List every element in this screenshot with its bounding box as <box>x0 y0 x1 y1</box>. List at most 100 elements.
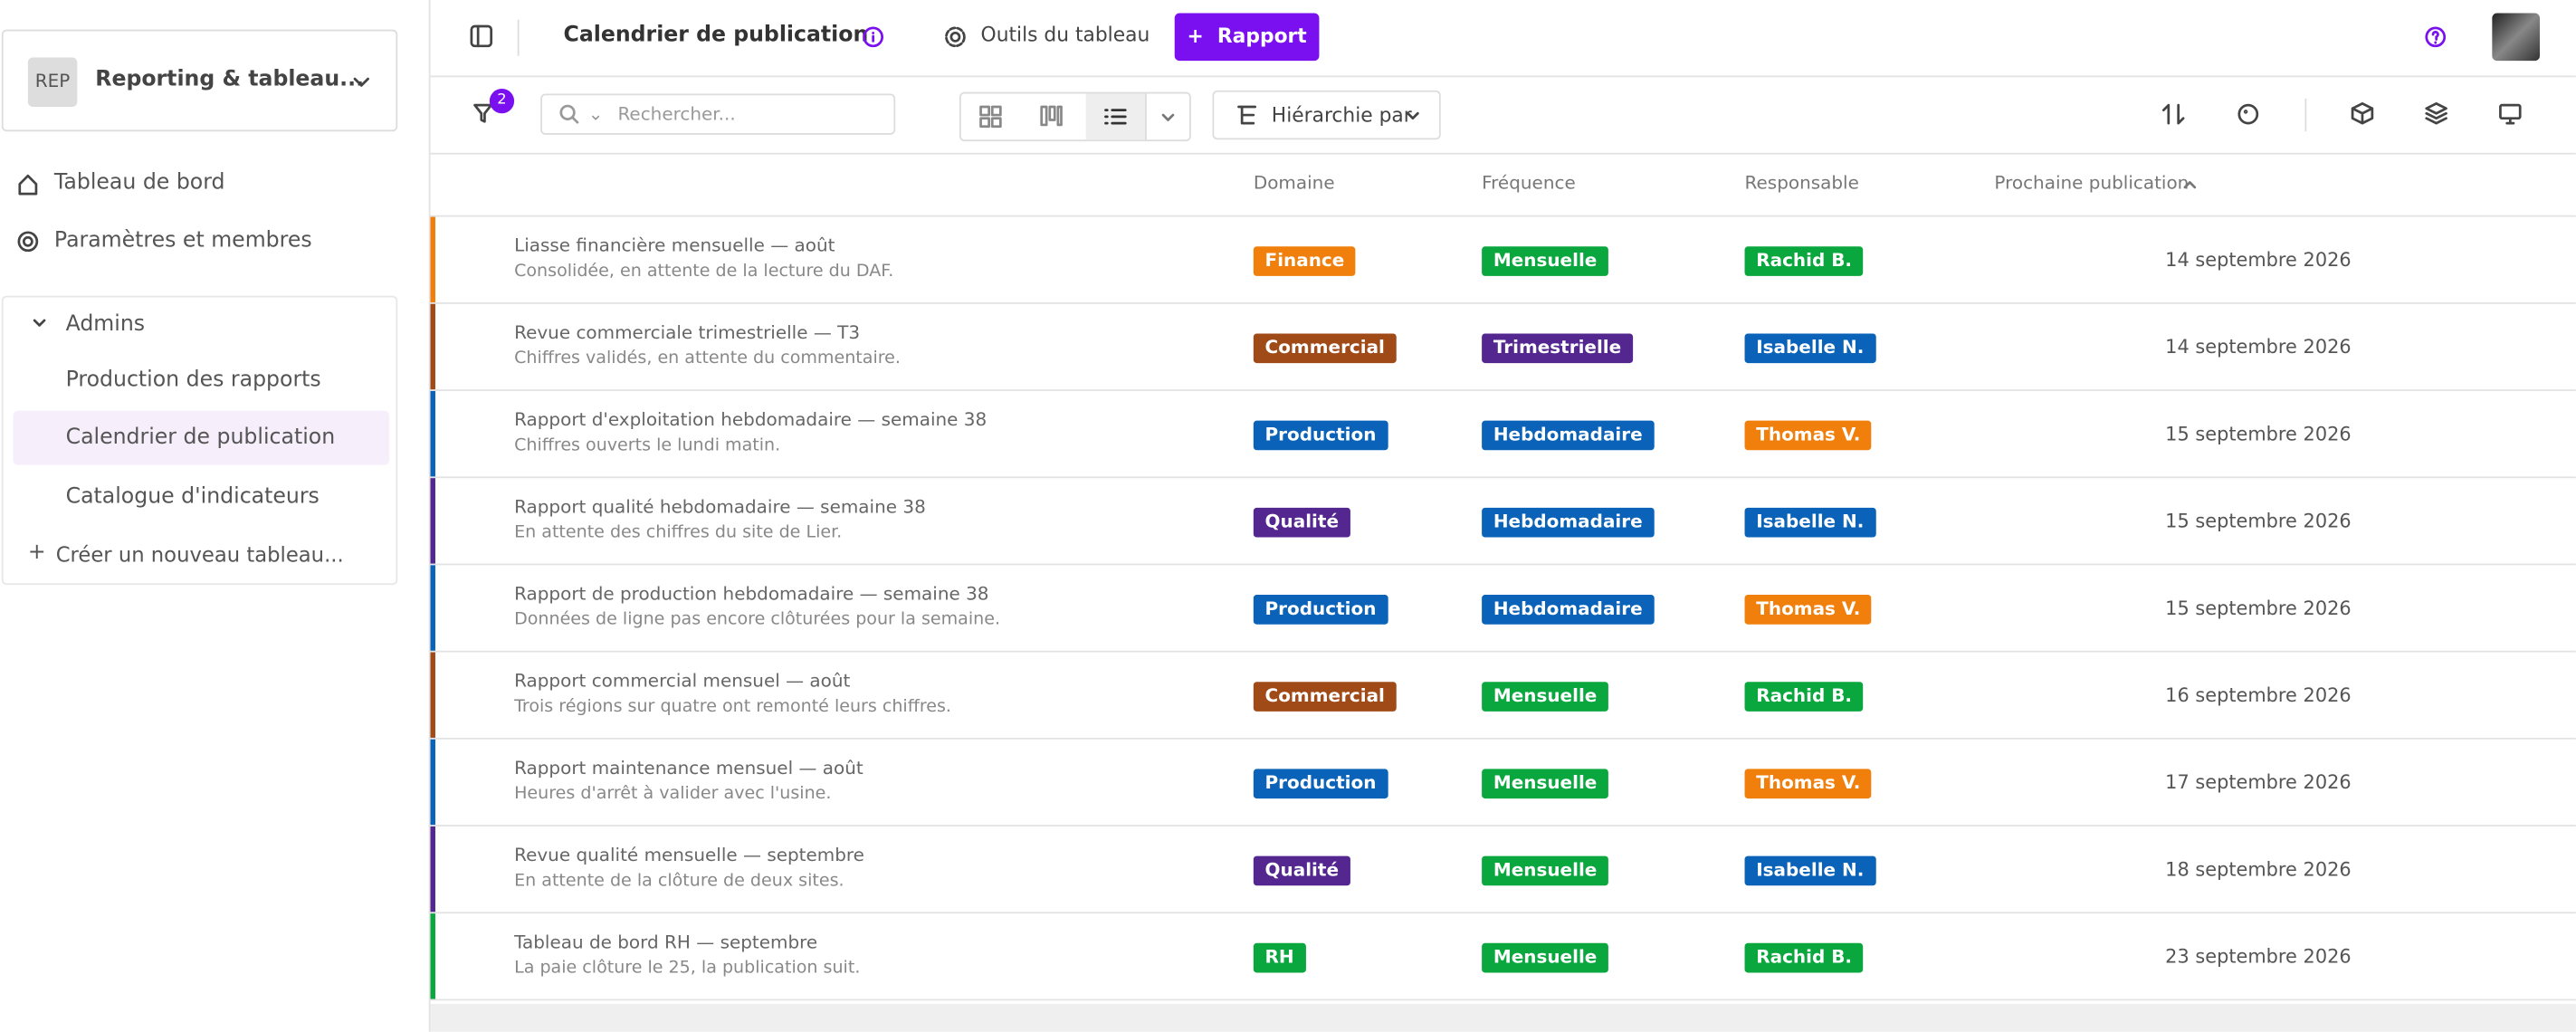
owner-tag: Thomas V. <box>1744 595 1873 625</box>
sidebar-toggle[interactable] <box>470 24 493 48</box>
row-title: Revue qualité mensuelle — septembre <box>514 844 864 866</box>
group-item[interactable]: Production des rapports <box>65 368 321 393</box>
cube-icon[interactable] <box>2351 101 2374 125</box>
domain-tag: Production <box>1253 420 1388 451</box>
create-board[interactable]: Créer un nouveau tableau... <box>55 541 344 568</box>
domain-tag: Commercial <box>1253 682 1397 712</box>
board-tools[interactable]: Outils du tableau <box>980 23 1150 46</box>
row-title: Liasse financière mensuelle — août <box>514 234 835 257</box>
table-row[interactable]: Rapport de production hebdomadaire — sem… <box>430 565 2576 653</box>
hierarchy-icon <box>1237 105 1257 125</box>
frequency-tag: Mensuelle <box>1482 855 1609 886</box>
workspace-name: Reporting & tableau... <box>95 67 365 92</box>
domain-tag: Production <box>1253 595 1388 625</box>
publication-date: 23 septembre 2026 <box>2165 944 2352 969</box>
sort-icon[interactable] <box>2161 102 2185 127</box>
row-title: Rapport d'exploitation hebdomadaire — se… <box>514 408 987 431</box>
table-row[interactable]: Rapport maintenance mensuel — août Heures… <box>430 739 2576 827</box>
row-title: Rapport qualité hebdomadaire — semaine 3… <box>514 496 926 518</box>
divider <box>2304 98 2307 132</box>
column-header[interactable]: Responsable <box>1744 172 1859 195</box>
row-subtitle: Trois régions sur quatre ont remonté leu… <box>514 696 951 717</box>
owner-tag: Rachid B. <box>1744 246 1864 276</box>
sort-asc-icon <box>2183 181 2197 189</box>
divider <box>517 19 520 56</box>
column-header[interactable]: Prochaine publication <box>1994 172 2190 195</box>
hierarchy-button[interactable]: Hiérarchie par <box>1212 90 1441 140</box>
palette-icon[interactable] <box>2237 103 2259 125</box>
display-icon[interactable] <box>2499 102 2522 125</box>
user-avatar[interactable] <box>2492 13 2540 62</box>
help-icon[interactable] <box>2425 26 2447 48</box>
owner-tag: Thomas V. <box>1744 420 1873 451</box>
column-header[interactable]: Fréquence <box>1482 172 1576 195</box>
table-row[interactable]: Tableau de bord RH — septembre La paie cl… <box>430 913 2576 1001</box>
domain-tag: Production <box>1253 769 1388 799</box>
publication-date: 18 septembre 2026 <box>2165 857 2352 881</box>
group: Admins Production des rapports Calendrie… <box>1 295 398 586</box>
owner-tag: Thomas V. <box>1744 769 1873 799</box>
group-name[interactable]: Admins <box>65 311 146 338</box>
row-accent <box>430 216 435 302</box>
frequency-tag: Mensuelle <box>1482 942 1609 973</box>
search-box[interactable]: ⌄ Rechercher... <box>540 93 896 135</box>
group-item[interactable]: Calendrier de publication <box>13 410 390 465</box>
owner-tag: Isabelle N. <box>1744 333 1876 364</box>
new-report-button[interactable]: + Rapport <box>1174 13 1320 62</box>
filter-icon[interactable] <box>473 103 493 123</box>
frequency-tag: Hebdomadaire <box>1482 420 1655 451</box>
row-subtitle: Chiffres validés, en attente du commenta… <box>514 348 901 368</box>
table-row[interactable]: Rapport d'exploitation hebdomadaire — se… <box>430 390 2576 479</box>
chevron[interactable] <box>1159 110 1176 127</box>
table-row[interactable]: Revue qualité mensuelle — septembre En at… <box>430 826 2576 914</box>
list-view[interactable] <box>1104 105 1127 128</box>
owner-tag: Isabelle N. <box>1744 507 1876 538</box>
page-title: Calendrier de publication <box>563 23 869 48</box>
table-row[interactable]: Rapport qualité hebdomadaire — semaine 3… <box>430 478 2576 566</box>
domain-tag: Qualité <box>1253 855 1350 886</box>
domain-tag: Commercial <box>1253 333 1397 364</box>
nav-item[interactable]: Paramètres et membres <box>53 228 312 253</box>
row-accent <box>430 478 435 564</box>
settings-icon <box>17 231 39 253</box>
row-title: Revue commerciale trimestrielle — T3 <box>514 321 861 344</box>
row-title: Rapport commercial mensuel — août <box>514 670 851 693</box>
publication-date: 14 septembre 2026 <box>2165 248 2352 272</box>
row-subtitle: En attente des chiffres du site de Lier. <box>514 522 843 542</box>
domain-tag: Qualité <box>1253 507 1350 538</box>
group-item[interactable]: Catalogue d'indicateurs <box>65 484 320 510</box>
row-subtitle: Heures d'arrêt à valider avec l'usine. <box>514 783 832 804</box>
row-accent <box>430 652 435 738</box>
row-subtitle: La paie clôture le 25, la publication su… <box>514 958 861 978</box>
layers-icon[interactable] <box>2425 101 2447 125</box>
nav-item[interactable]: Tableau de bord <box>53 170 225 196</box>
workspace-switcher[interactable]: REP Reporting & tableau... <box>1 29 398 132</box>
row-accent <box>430 913 435 999</box>
search-placeholder: Rechercher... <box>617 103 736 125</box>
plus-icon: + <box>27 540 46 566</box>
table-footer <box>430 1003 2576 1032</box>
grid-view[interactable] <box>979 105 1002 129</box>
table-row[interactable]: Revue commerciale trimestrielle — T3 Chif… <box>430 303 2576 391</box>
publication-date: 15 septembre 2026 <box>2165 422 2352 445</box>
domain-tag: Finance <box>1253 246 1357 276</box>
info-icon[interactable] <box>863 26 884 48</box>
row-accent <box>430 739 435 826</box>
plus-icon: + <box>1187 24 1217 48</box>
frequency-tag: Hebdomadaire <box>1482 595 1655 625</box>
publication-date: 17 septembre 2026 <box>2165 770 2352 794</box>
table-row[interactable]: Liasse financière mensuelle — août Consol… <box>430 216 2576 304</box>
row-subtitle: Consolidée, en attente de la lecture du … <box>514 261 894 282</box>
frequency-tag: Mensuelle <box>1482 682 1609 712</box>
frequency-tag: Mensuelle <box>1482 246 1609 276</box>
board-view[interactable] <box>1040 105 1063 128</box>
publication-date: 16 septembre 2026 <box>2165 683 2352 707</box>
table-row[interactable]: Rapport commercial mensuel — août Trois r… <box>430 652 2576 740</box>
sidebar: REP Reporting & tableau... Tableau de bo… <box>0 0 431 1032</box>
chevron <box>1407 111 1419 120</box>
row-title: Rapport de production hebdomadaire — sem… <box>514 583 989 605</box>
column-header[interactable]: Domaine <box>1253 172 1335 195</box>
